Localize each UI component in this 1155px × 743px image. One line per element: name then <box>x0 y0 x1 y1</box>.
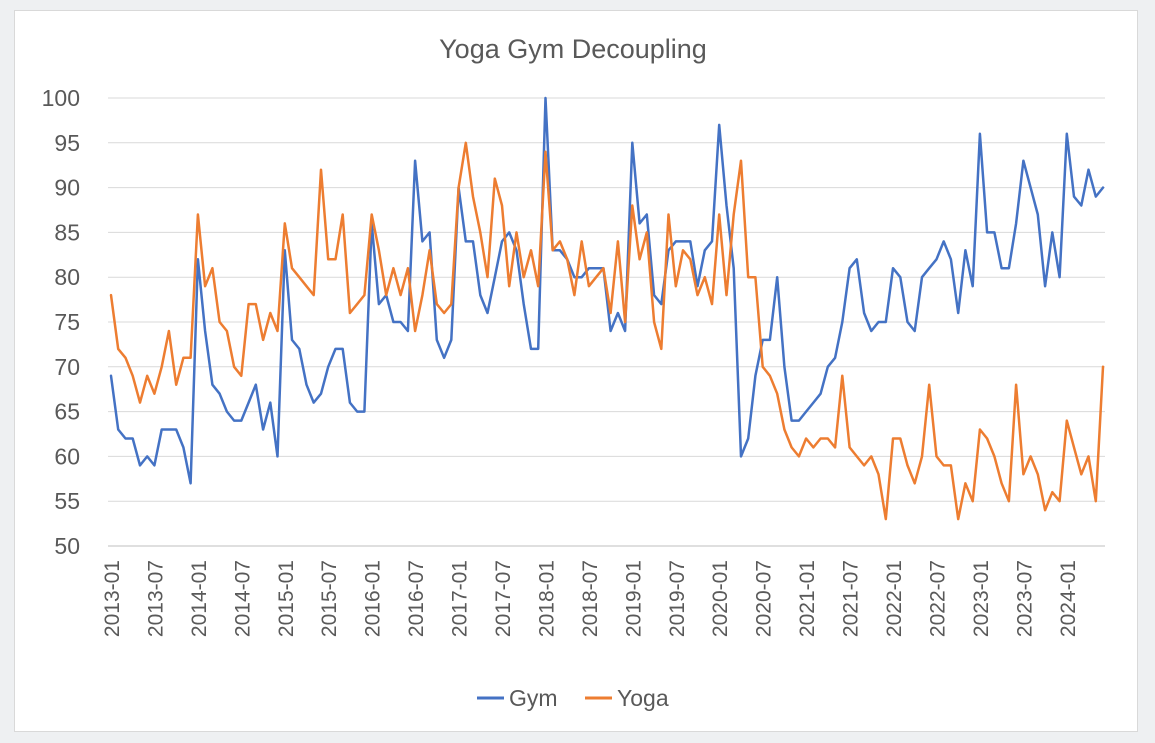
x-tick-label: 2018-07 <box>579 560 602 637</box>
x-tick-label: 2015-07 <box>318 560 341 637</box>
gridlines <box>108 97 1105 547</box>
x-tick-label: 2020-07 <box>753 560 776 637</box>
x-tick-label: 2017-07 <box>492 560 515 637</box>
x-tick-label: 2019-07 <box>666 560 689 637</box>
y-tick-label: 95 <box>54 130 80 156</box>
x-tick-label: 2022-01 <box>883 560 906 637</box>
y-axis-ticks: 50 55 60 65 70 75 80 85 90 95 100 <box>42 85 80 559</box>
series-lines <box>109 96 1105 521</box>
x-tick-label: 2021-07 <box>840 560 863 637</box>
y-tick-label: 100 <box>42 85 80 111</box>
legend-label-yoga: Yoga <box>617 685 669 711</box>
chart-title: Yoga Gym Decoupling <box>439 34 707 64</box>
x-tick-label: 2022-07 <box>926 560 949 637</box>
y-tick-label: 85 <box>54 219 80 245</box>
x-tick-label: 2023-01 <box>970 560 993 637</box>
x-tick-label: 2016-07 <box>405 560 428 637</box>
y-tick-label: 55 <box>54 488 80 514</box>
x-tick-label: 2023-07 <box>1013 560 1036 637</box>
x-tick-label: 2016-01 <box>362 560 385 637</box>
y-tick-label: 70 <box>54 354 80 380</box>
x-tick-label: 2019-01 <box>622 560 645 637</box>
x-tick-label: 2024-01 <box>1057 560 1080 637</box>
y-tick-label: 80 <box>54 264 80 290</box>
y-tick-label: 90 <box>54 175 80 201</box>
y-tick-label: 50 <box>54 533 80 559</box>
x-tick-label: 2013-01 <box>101 560 124 637</box>
x-tick-label: 2018-01 <box>535 560 558 637</box>
series-line-yoga <box>109 141 1105 521</box>
x-tick-label: 2020-01 <box>709 560 732 637</box>
x-tick-label: 2014-07 <box>231 560 254 637</box>
x-axis-ticks: 2013-01 2013-07 2014-01 2014-07 2015-01 2015-… <box>101 560 1080 637</box>
x-tick-label: 2017-01 <box>449 560 472 637</box>
y-tick-label: 65 <box>54 399 80 425</box>
series-line-gym <box>109 96 1105 485</box>
chart-card <box>14 10 1138 732</box>
legend: Gym Yoga <box>477 685 669 711</box>
x-tick-label: 2021-01 <box>796 560 819 637</box>
x-tick-label: 2015-01 <box>275 560 298 637</box>
x-tick-label: 2014-01 <box>188 560 211 637</box>
y-tick-label: 75 <box>54 309 80 335</box>
x-tick-label: 2013-07 <box>144 560 167 637</box>
y-tick-label: 60 <box>54 443 80 469</box>
legend-label-gym: Gym <box>509 685 558 711</box>
